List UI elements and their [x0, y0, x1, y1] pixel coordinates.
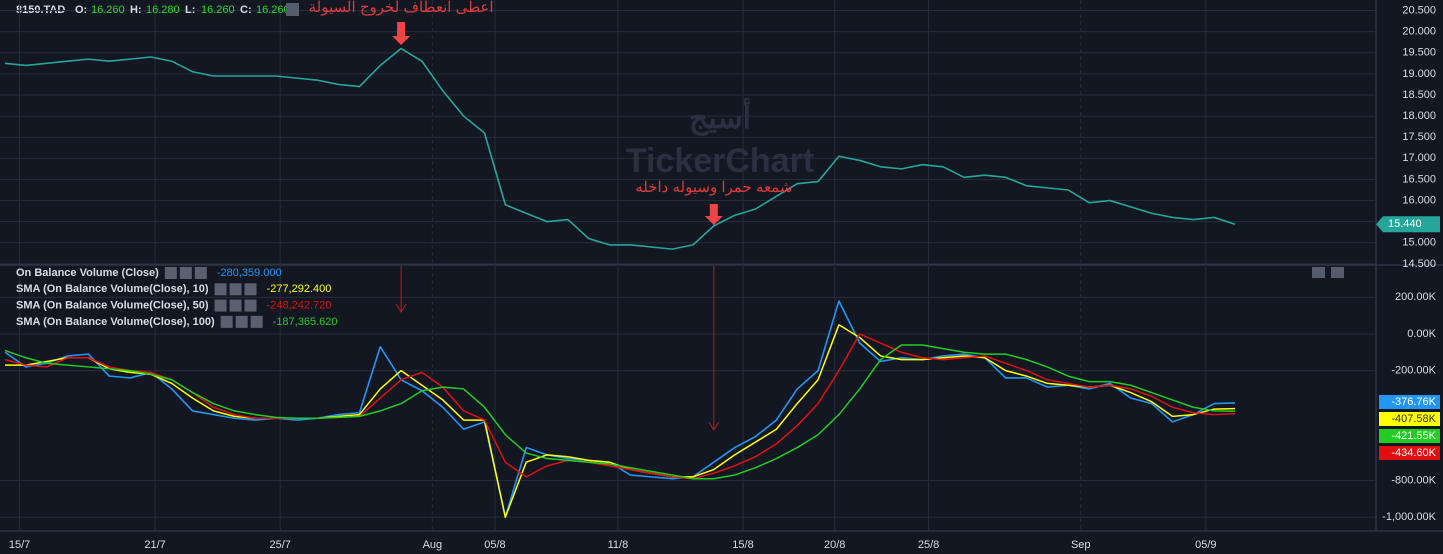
- x-tick-label: Aug: [423, 539, 443, 551]
- legend-icon[interactable]: [229, 299, 242, 312]
- y-tick-label: 15.000: [1402, 237, 1436, 249]
- legend-icon[interactable]: [235, 315, 248, 328]
- x-tick-label: Sep: [1071, 539, 1091, 551]
- y-tick-label: 19.000: [1402, 68, 1436, 80]
- y-tick-label: 200.00K: [1395, 291, 1437, 303]
- y-tick-label: 0.00K: [1407, 328, 1436, 340]
- value-badge: [1379, 429, 1440, 443]
- legend-icon[interactable]: [214, 283, 227, 296]
- header-button[interactable]: [286, 3, 299, 16]
- annotation-arrow: [392, 22, 411, 45]
- ohlc-label: H:: [130, 4, 142, 16]
- ohlc-label: O:: [75, 4, 87, 16]
- y-tick-label: 20.000: [1402, 26, 1436, 38]
- panel-button[interactable]: [1331, 267, 1344, 278]
- legend-entry[interactable]: SMA (On Balance Volume(Close), 50): [16, 300, 209, 312]
- legend-value: -280,359.000: [217, 267, 282, 279]
- price-line: [4, 47, 1236, 250]
- y-tick-label: 17.000: [1402, 152, 1436, 164]
- x-tick-label: 05/9: [1195, 539, 1216, 551]
- legend-icon[interactable]: [194, 267, 207, 279]
- value-badge-label: -376.76K: [1391, 396, 1436, 408]
- y-tick-label: 14.500: [1402, 258, 1436, 270]
- y-tick-label: 20.500: [1402, 4, 1436, 16]
- y-tick-label: -800.00K: [1391, 474, 1436, 486]
- legend-entry[interactable]: SMA (On Balance Volume(Close), 100): [16, 316, 215, 328]
- x-tick-label: 25/7: [269, 539, 290, 551]
- legend-icon[interactable]: [229, 283, 242, 296]
- indicator-line: [4, 333, 1236, 480]
- x-tick-label: 20/8: [824, 539, 845, 551]
- ohlc-value: 16.260: [91, 4, 125, 16]
- legend-value: -248,242.720: [267, 300, 332, 312]
- y-tick-label: -200.00K: [1391, 365, 1436, 377]
- legend-icon[interactable]: [164, 267, 177, 279]
- panel-button[interactable]: [1312, 267, 1325, 278]
- symbol: 8150.TAD: [16, 4, 65, 16]
- last-price-label: 15.440: [1388, 218, 1422, 230]
- value-badge: [1379, 395, 1440, 409]
- value-badge: [1379, 412, 1440, 426]
- y-tick-label: 19.500: [1402, 47, 1436, 59]
- indicator-line: [4, 344, 1236, 480]
- value-badge-label: -421.55K: [1391, 430, 1436, 442]
- ohlc-value: 16.260: [201, 4, 235, 16]
- legend-icon[interactable]: [244, 283, 257, 296]
- ohlc-value: 16.280: [146, 4, 180, 16]
- ohlc-label: C:: [240, 4, 252, 16]
- y-tick-label: 18.500: [1402, 89, 1436, 101]
- watermark: أسيج: [689, 97, 751, 136]
- legend-icon[interactable]: [220, 315, 233, 328]
- y-tick-label: -1,000.00K: [1382, 511, 1436, 523]
- legend-value: -187,365.620: [273, 316, 338, 328]
- watermark: TickerChart: [626, 142, 814, 180]
- y-tick-label: 18.000: [1402, 110, 1436, 122]
- x-tick-label: 25/8: [918, 539, 939, 551]
- legend-icon[interactable]: [250, 315, 263, 328]
- annotation-pointer-head: [708, 421, 720, 431]
- x-tick-label: 21/7: [144, 539, 165, 551]
- ohlc-label: L:: [185, 4, 195, 16]
- annotation-pointer-head: [395, 303, 407, 313]
- x-tick-label: 05/8: [484, 539, 505, 551]
- legend-entry[interactable]: SMA (On Balance Volume(Close), 10): [16, 283, 209, 295]
- ohlc-value: 16.260: [256, 4, 290, 16]
- x-tick-label: 15/8: [732, 539, 753, 551]
- legend-value: -277,292.400: [267, 283, 332, 295]
- indicator-line: [4, 300, 1236, 518]
- y-tick-label: 17.500: [1402, 131, 1436, 143]
- value-badge-label: -434.60K: [1391, 447, 1436, 459]
- annotation: اعطى انعطاف لخروج السيولة: [309, 0, 494, 16]
- last-price-badge: [1376, 216, 1440, 233]
- value-badge-label: -407.58K: [1391, 413, 1436, 425]
- x-tick-label: 15/7: [9, 539, 30, 551]
- legend-entry[interactable]: On Balance Volume (Close): [16, 267, 159, 279]
- annotation-arrow: [704, 204, 723, 225]
- y-tick-label: 16.000: [1402, 194, 1436, 206]
- legend-icon[interactable]: [179, 267, 192, 279]
- annotation: شمعه حمرا وسيوله داخله: [635, 179, 792, 196]
- y-tick-label: 16.500: [1402, 173, 1436, 185]
- legend-icon[interactable]: [214, 299, 227, 312]
- value-badge: [1379, 446, 1440, 460]
- legend-icon[interactable]: [244, 299, 257, 312]
- x-tick-label: 11/8: [608, 539, 629, 551]
